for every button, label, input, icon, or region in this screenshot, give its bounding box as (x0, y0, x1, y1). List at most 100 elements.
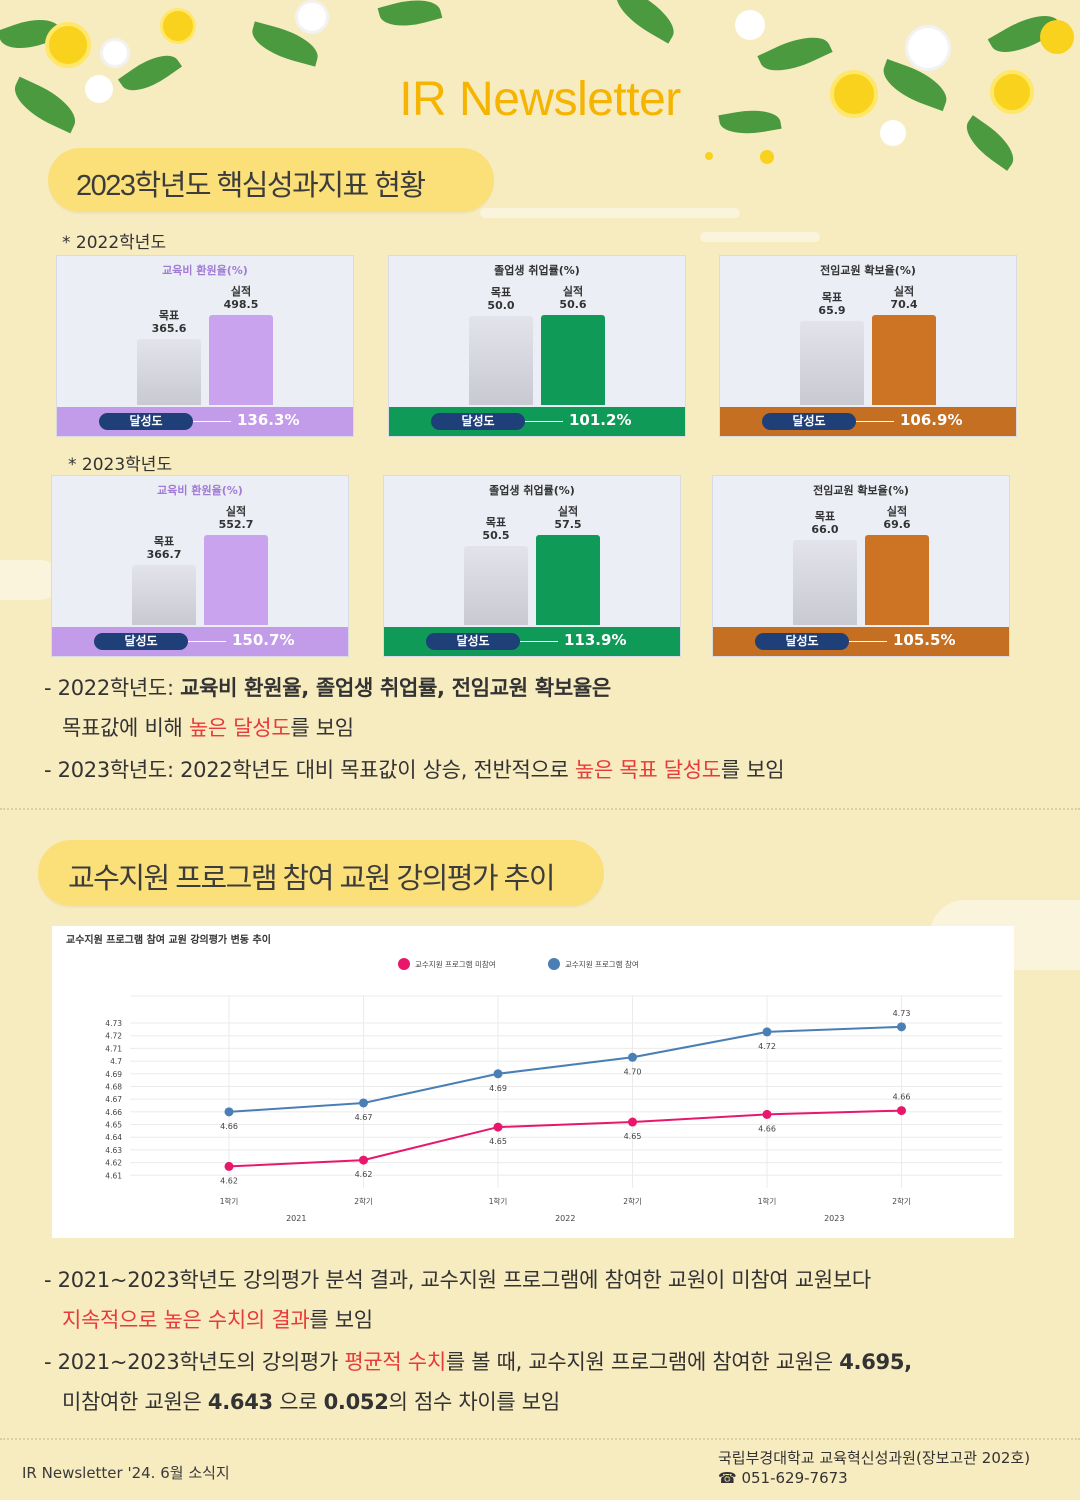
data-point (897, 1106, 906, 1116)
data-label: 4.62 (220, 1176, 238, 1185)
achievement-rate: 101.2% (569, 411, 632, 429)
actual-value: 50.6 (559, 298, 587, 311)
series-line (228, 1025, 902, 1113)
actual-bar (209, 315, 273, 405)
note-bold: 4.695, (839, 1350, 912, 1374)
y-tick-label: 4.67 (105, 1095, 122, 1104)
decor-stroke (700, 232, 820, 242)
actual-value: 69.6 (883, 518, 911, 531)
eval-note-line1: - 2021~2023학년도 강의평가 분석 결과, 교수지원 프로그램에 참여… (44, 1260, 871, 1300)
note-text: 목표값에 비해 (62, 716, 189, 740)
x-tick-label: 2학기 (354, 1196, 373, 1206)
achievement-badge: 달성도 (755, 633, 849, 650)
note-bold: 4.643 (207, 1390, 273, 1414)
y-tick-label: 4.66 (105, 1108, 122, 1117)
actual-bar (536, 535, 600, 625)
data-point (224, 1161, 234, 1171)
eval-note-line4: 미참여한 교원은 4.643 으로 0.052의 점수 차이를 보임 (62, 1382, 560, 1422)
data-label: 4.62 (355, 1170, 373, 1179)
target-bar (800, 321, 864, 405)
actual-bar (865, 535, 929, 625)
data-point (628, 1052, 637, 1062)
kpi-card-title: 졸업생 취업률(%) (494, 264, 580, 277)
actual-label: 실적 (225, 505, 247, 518)
actual-label: 실적 (886, 505, 908, 518)
data-label: 4.72 (758, 1042, 776, 1051)
achievement-badge: 달성도 (431, 413, 525, 430)
badge-connector (849, 641, 887, 642)
newsletter-title: IR Newsletter (399, 73, 681, 126)
achievement-badge: 달성도 (762, 413, 856, 430)
kpi-card-title: 전임교원 확보율(%) (820, 264, 916, 277)
kpi-card-title: 전임교원 확보율(%) (813, 484, 909, 497)
actual-value: 57.5 (554, 518, 582, 531)
y-tick-label: 4.73 (105, 1019, 122, 1028)
achievement-badge: 달성도 (94, 633, 188, 650)
legend-marker (548, 958, 560, 970)
x-tick-label: 2학기 (623, 1196, 642, 1206)
y-tick-label: 4.71 (105, 1044, 122, 1053)
note-text: 미참여한 교원은 (62, 1390, 208, 1414)
achievement-rate: 105.5% (893, 631, 956, 649)
legend-label: 교수지원 프로그램 참여 (565, 959, 639, 969)
data-label: 4.65 (489, 1137, 507, 1146)
legend-label: 교수지원 프로그램 미참여 (415, 959, 496, 969)
target-value: 66.0 (811, 523, 839, 536)
achievement-strip: 달성도 101.2% (389, 407, 685, 436)
note-highlight: 높은 목표 달성도 (574, 758, 721, 782)
note-text: 를 보임 (290, 716, 354, 740)
data-label: 4.69 (489, 1084, 507, 1093)
footer-contact: 국립부경대학교 교육혁신성과원(장보고관 202호) ☎ 051-629-767… (718, 1448, 1030, 1488)
target-bar (793, 540, 857, 625)
note-bold: 0.052 (323, 1390, 389, 1414)
footer-org: 국립부경대학교 교육혁신성과원(장보고관 202호) (718, 1449, 1031, 1467)
kpi-card: 전임교원 확보율(%) 목표 66.0 실적 69.6 달성도 105.5% (712, 475, 1010, 657)
target-label: 목표 (490, 286, 512, 299)
actual-label: 실적 (893, 285, 915, 298)
target-bar (464, 546, 528, 625)
y-tick-label: 4.65 (105, 1121, 122, 1130)
achievement-rate: 113.9% (564, 631, 627, 649)
note-highlight: 평균적 수치 (344, 1350, 446, 1374)
note-text: 의 점수 차이를 보임 (388, 1390, 561, 1414)
y-tick-label: 4.69 (105, 1070, 122, 1079)
data-point (762, 1027, 772, 1037)
target-bar (137, 339, 201, 405)
achievement-rate: 150.7% (232, 631, 295, 649)
actual-value: 498.5 (223, 298, 259, 311)
data-label: 4.73 (893, 1009, 911, 1018)
achievement-rate: 106.9% (900, 411, 963, 429)
target-label: 목표 (821, 291, 843, 304)
note-text: 를 보임 (309, 1308, 373, 1332)
data-label: 4.65 (624, 1132, 642, 1141)
year-label: * 2022학년도 (62, 233, 167, 253)
note-text: 를 보임 (720, 758, 785, 782)
kpi-card: 교육비 환원율(%) 목표 365.6 실적 498.5 달성도 136.3% (56, 255, 354, 437)
kpi-card-title: 교육비 환원율(%) (162, 264, 248, 277)
badge-connector (188, 641, 226, 642)
y-tick-label: 4.62 (105, 1159, 122, 1168)
data-point (493, 1069, 503, 1079)
data-point (628, 1117, 637, 1127)
y-tick-label: 4.7 (110, 1057, 122, 1066)
target-value: 366.7 (146, 548, 182, 561)
y-tick-label: 4.64 (105, 1133, 122, 1142)
x-tick-label: 2학기 (892, 1196, 911, 1206)
data-point (359, 1098, 368, 1108)
badge-connector (520, 641, 558, 642)
note-highlight: 지속적으로 높은 수치의 결과 (62, 1308, 310, 1332)
target-bar (132, 565, 196, 625)
achievement-strip: 달성도 150.7% (52, 627, 348, 656)
target-label: 목표 (158, 309, 180, 322)
kpi-card-title: 교육비 환원율(%) (157, 484, 243, 497)
data-label: 4.66 (893, 1093, 911, 1102)
y-tick-label: 4.63 (105, 1146, 122, 1155)
actual-label: 실적 (562, 285, 584, 298)
data-point (359, 1155, 368, 1165)
kpi-card-title: 졸업생 취업률(%) (489, 484, 575, 497)
data-label: 4.66 (220, 1122, 238, 1131)
achievement-strip: 달성도 106.9% (720, 407, 1016, 436)
actual-bar (204, 535, 268, 625)
footer-issue: IR Newsletter '24. 6월 소식지 (22, 1464, 230, 1482)
